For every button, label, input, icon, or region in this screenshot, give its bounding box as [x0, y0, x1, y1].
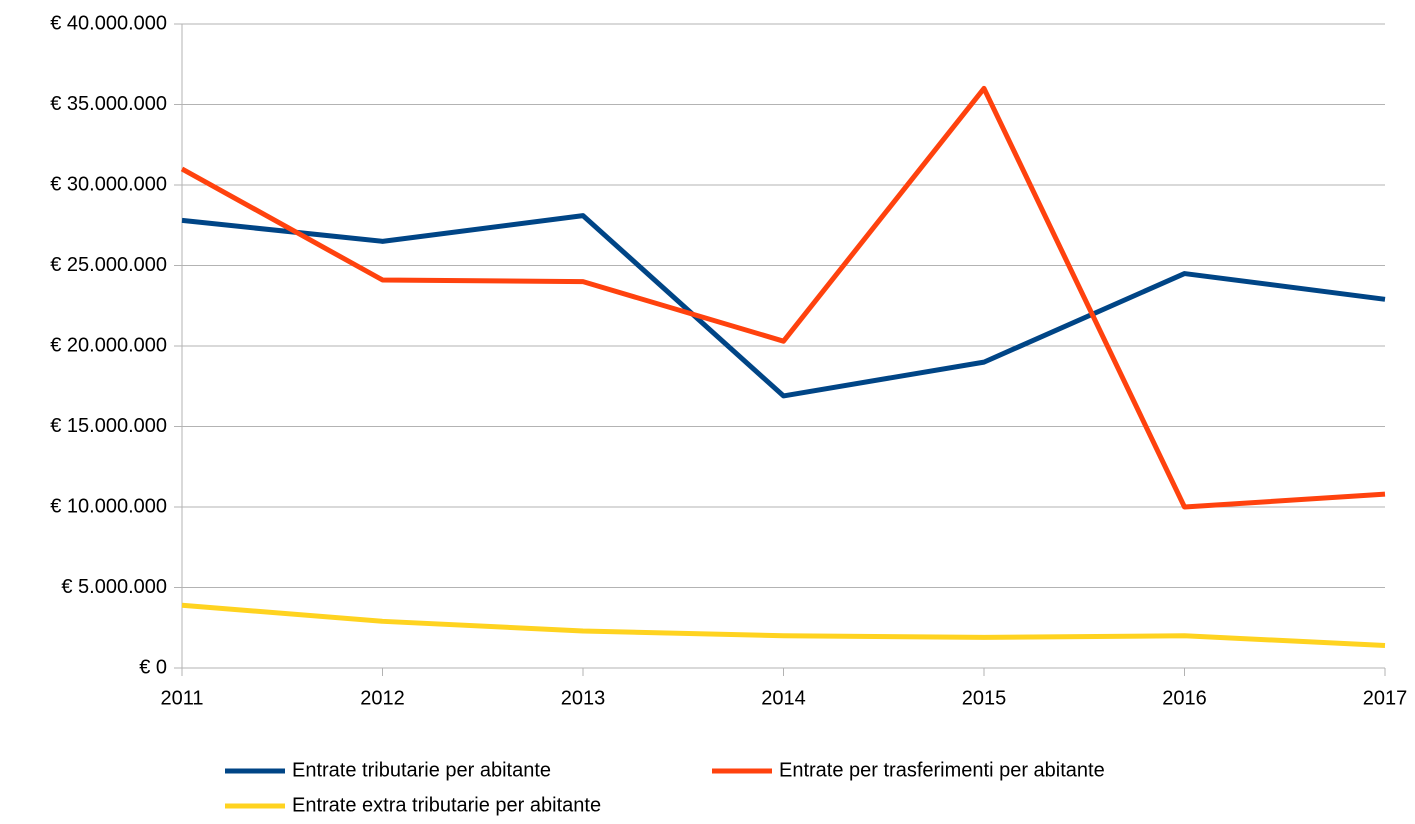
- y-tick-label: € 15.000.000: [50, 415, 167, 437]
- y-tick-label: € 20.000.000: [50, 334, 167, 356]
- x-tick-label: 2011: [160, 687, 203, 709]
- legend-label: Entrate extra tributarie per abitante: [292, 794, 601, 816]
- y-tick-label: € 0: [139, 656, 167, 678]
- x-tick-label: 2017: [1363, 687, 1408, 709]
- line-series: [180, 85, 1386, 510]
- line-series: [181, 602, 1386, 648]
- legend-label: Entrate tributarie per abitante: [292, 759, 551, 781]
- y-tick-label: € 30.000.000: [50, 173, 167, 195]
- y-tick-label: € 5.000.000: [61, 576, 167, 598]
- x-tick-label: 2013: [561, 687, 606, 709]
- line-series: [181, 213, 1386, 399]
- y-tick-label: € 40.000.000: [50, 12, 167, 34]
- x-tick-label: 2016: [1162, 687, 1207, 709]
- x-tick-label: 2012: [360, 687, 405, 709]
- legend-label: Entrate per trasferimenti per abitante: [779, 759, 1105, 781]
- y-tick-label: € 35.000.000: [50, 93, 167, 115]
- y-tick-label: € 10.000.000: [50, 495, 167, 517]
- x-tick-label: 2014: [761, 687, 806, 709]
- y-tick-label: € 25.000.000: [50, 254, 167, 276]
- x-tick-label: 2015: [962, 687, 1007, 709]
